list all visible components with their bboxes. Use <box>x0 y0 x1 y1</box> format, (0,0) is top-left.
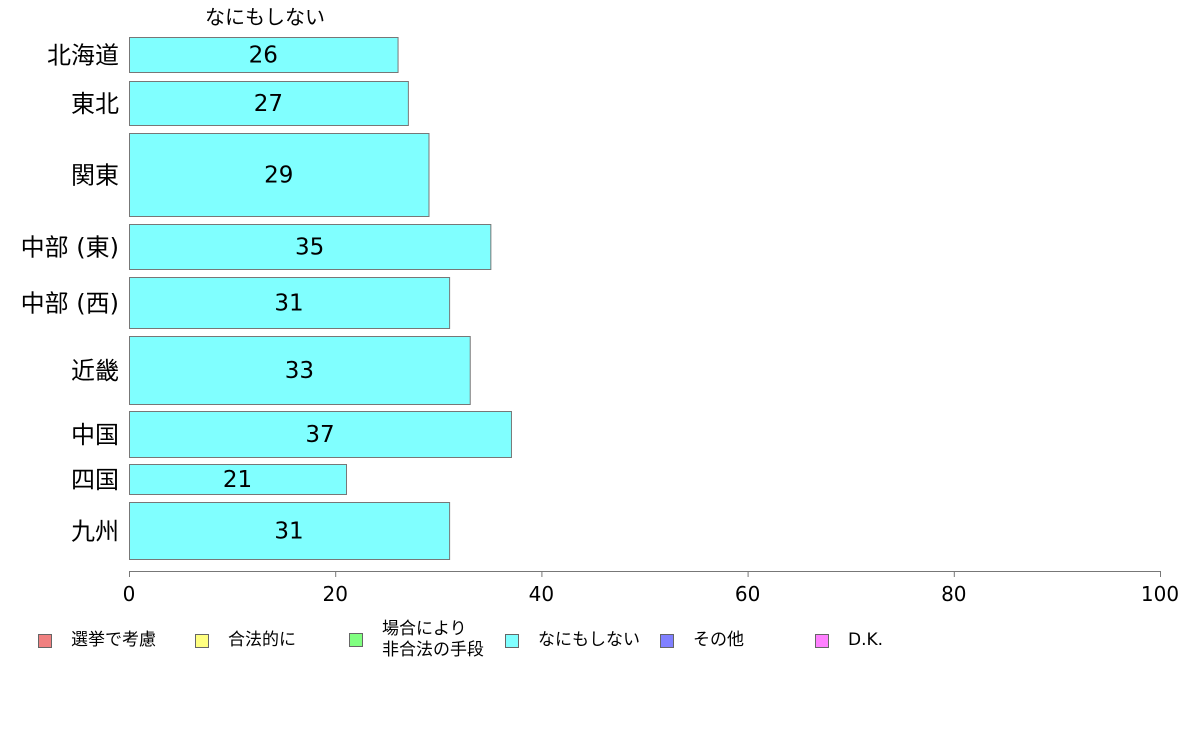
category-label: 近畿 <box>71 357 119 385</box>
x-tick-label: 80 <box>941 582 966 606</box>
legend-label: 選挙で考慮 <box>71 630 156 650</box>
legend-label: その他 <box>693 630 744 650</box>
bar <box>129 277 451 329</box>
x-tick-label: 40 <box>529 582 554 606</box>
bar <box>129 37 399 73</box>
category-label: 関東 <box>71 162 119 190</box>
legend-label: 合法的に <box>228 630 296 650</box>
legend-item-nanimoshinai: なにもしない <box>505 630 640 651</box>
bar <box>129 411 512 458</box>
bar-value-label: 21 <box>223 467 252 493</box>
bar-value-label: 35 <box>295 235 324 261</box>
legend-item-gohoteki: 合法的に <box>195 630 296 651</box>
legend-swatch <box>195 633 209 648</box>
legend-item-sonota: その他 <box>660 630 744 651</box>
bar-value-label: 33 <box>285 358 314 384</box>
legend-label: なにもしない <box>538 630 640 650</box>
category-label: 九州 <box>71 518 119 546</box>
category-label: 中部 (東) <box>21 234 119 262</box>
legend-item-dk: D.K. <box>815 630 883 651</box>
category-label: 中国 <box>71 421 119 449</box>
legend-swatch <box>349 633 363 647</box>
bar <box>129 464 348 495</box>
bar <box>129 224 492 270</box>
series-title: なにもしない <box>205 5 325 29</box>
legend-item-senkyo: 選挙で考慮 <box>38 630 156 651</box>
bar <box>129 502 451 560</box>
x-tick-label: 0 <box>123 582 136 606</box>
legend-swatch <box>660 633 674 648</box>
category-label: 北海道 <box>47 42 119 70</box>
bar-value-label: 29 <box>264 163 293 189</box>
bar <box>129 81 409 126</box>
bar <box>129 336 471 405</box>
legend-swatch <box>505 633 519 648</box>
legend-label: D.K. <box>848 630 884 650</box>
legend-swatch <box>815 633 829 648</box>
legend: 選挙で考慮 合法的に 場合により 非合法の手段 なにもしない その他 D.K. <box>38 618 1138 668</box>
bar-value-label: 37 <box>305 422 334 448</box>
category-label: 東北 <box>71 90 119 118</box>
bar-value-label: 31 <box>274 519 303 545</box>
bar-value-label: 26 <box>249 43 278 69</box>
bar-value-label: 31 <box>274 291 303 317</box>
x-tick-label: 100 <box>1141 582 1179 606</box>
legend-item-higoho: 場合により 非合法の手段 <box>349 619 484 661</box>
x-tick-label: 60 <box>735 582 760 606</box>
bar <box>129 133 430 217</box>
legend-label: 場合により 非合法の手段 <box>382 619 484 660</box>
legend-swatch <box>38 633 52 648</box>
category-label: 中部 (西) <box>21 290 119 318</box>
bar-value-label: 27 <box>254 91 283 117</box>
x-tick-label: 20 <box>322 582 347 606</box>
category-label: 四国 <box>71 466 119 494</box>
